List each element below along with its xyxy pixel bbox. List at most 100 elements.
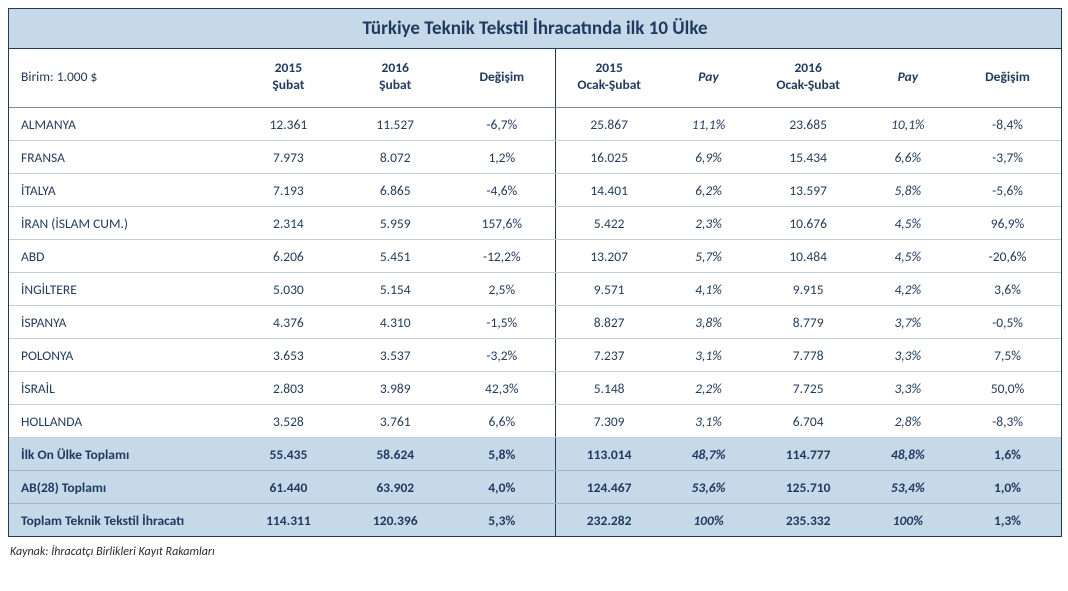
value-2015-ocak-subat: 124.467 — [555, 471, 662, 504]
value-2016-ocak-subat: 6.704 — [755, 405, 862, 438]
col-degisim-2: Değişim — [954, 49, 1061, 108]
value-2015-subat: 2.803 — [235, 372, 342, 405]
value-2015-subat: 7.973 — [235, 141, 342, 174]
table-row: İSPANYA4.3764.310-1,5%8.8273,8%8.7793,7%… — [9, 306, 1061, 339]
unit-label: Birim: 1.000 $ — [9, 49, 235, 108]
value-2015-subat: 3.528 — [235, 405, 342, 438]
value-2015-ocak-subat: 7.309 — [555, 405, 662, 438]
share-2015: 53,6% — [662, 471, 754, 504]
value-2015-subat: 61.440 — [235, 471, 342, 504]
value-2016-subat: 4.310 — [342, 306, 449, 339]
export-table: Türkiye Teknik Tekstil İhracatında ilk 1… — [9, 9, 1061, 536]
col-pay-2: Pay — [862, 49, 954, 108]
change-subat: -1,5% — [449, 306, 556, 339]
share-2016: 100% — [862, 504, 954, 537]
table-row: İlk On Ülke Toplamı55.43558.6245,8%113.0… — [9, 438, 1061, 471]
value-2015-subat: 12.361 — [235, 108, 342, 141]
share-2015: 3,1% — [662, 405, 754, 438]
change-ocak-subat: -20,6% — [954, 240, 1061, 273]
value-2015-ocak-subat: 9.571 — [555, 273, 662, 306]
value-2015-subat: 5.030 — [235, 273, 342, 306]
share-2016: 3,3% — [862, 339, 954, 372]
share-2015: 4,1% — [662, 273, 754, 306]
change-ocak-subat: 1,3% — [954, 504, 1061, 537]
change-subat: 157,6% — [449, 207, 556, 240]
table-title-row: Türkiye Teknik Tekstil İhracatında ilk 1… — [9, 9, 1061, 49]
value-2015-ocak-subat: 14.401 — [555, 174, 662, 207]
value-2015-subat: 7.193 — [235, 174, 342, 207]
change-subat: 1,2% — [449, 141, 556, 174]
country-cell: POLONYA — [9, 339, 235, 372]
value-2015-ocak-subat: 13.207 — [555, 240, 662, 273]
share-2016: 5,8% — [862, 174, 954, 207]
share-2015: 6,9% — [662, 141, 754, 174]
share-2015: 11,1% — [662, 108, 754, 141]
value-2016-ocak-subat: 7.725 — [755, 372, 862, 405]
change-ocak-subat: -5,6% — [954, 174, 1061, 207]
share-2015: 2,2% — [662, 372, 754, 405]
value-2015-subat: 2.314 — [235, 207, 342, 240]
table-row: İSRAİL2.8033.98942,3%5.1482,2%7.7253,3%5… — [9, 372, 1061, 405]
share-2016: 4,5% — [862, 207, 954, 240]
change-subat: -4,6% — [449, 174, 556, 207]
table-row: İTALYA7.1936.865-4,6%14.4016,2%13.5975,8… — [9, 174, 1061, 207]
table-row: ALMANYA12.36111.527-6,7%25.86711,1%23.68… — [9, 108, 1061, 141]
value-2016-subat: 120.396 — [342, 504, 449, 537]
value-2016-subat: 5.154 — [342, 273, 449, 306]
table-title: Türkiye Teknik Tekstil İhracatında ilk 1… — [9, 9, 1061, 49]
value-2015-ocak-subat: 5.422 — [555, 207, 662, 240]
value-2016-subat: 8.072 — [342, 141, 449, 174]
change-ocak-subat: 3,6% — [954, 273, 1061, 306]
source-note: Kaynak: İhracatçı Birlikleri Kayıt Rakam… — [8, 537, 1060, 561]
country-cell: ABD — [9, 240, 235, 273]
export-table-container: Türkiye Teknik Tekstil İhracatında ilk 1… — [8, 8, 1062, 537]
value-2016-subat: 3.537 — [342, 339, 449, 372]
share-2015: 5,7% — [662, 240, 754, 273]
country-cell: İlk On Ülke Toplamı — [9, 438, 235, 471]
value-2015-subat: 6.206 — [235, 240, 342, 273]
value-2016-ocak-subat: 125.710 — [755, 471, 862, 504]
share-2016: 4,2% — [862, 273, 954, 306]
table-row: İNGİLTERE5.0305.1542,5%9.5714,1%9.9154,2… — [9, 273, 1061, 306]
change-subat: 6,6% — [449, 405, 556, 438]
col-degisim-1: Değişim — [449, 49, 556, 108]
table-row: Toplam Teknik Tekstil İhracatı114.311120… — [9, 504, 1061, 537]
country-cell: Toplam Teknik Tekstil İhracatı — [9, 504, 235, 537]
value-2016-ocak-subat: 9.915 — [755, 273, 862, 306]
value-2016-subat: 58.624 — [342, 438, 449, 471]
share-2015: 3,8% — [662, 306, 754, 339]
change-ocak-subat: 50,0% — [954, 372, 1061, 405]
country-cell: İRAN (İSLAM CUM.) — [9, 207, 235, 240]
change-ocak-subat: -8,4% — [954, 108, 1061, 141]
table-row: AB(28) Toplamı61.44063.9024,0%124.46753,… — [9, 471, 1061, 504]
share-2015: 2,3% — [662, 207, 754, 240]
change-subat: 42,3% — [449, 372, 556, 405]
value-2016-subat: 5.451 — [342, 240, 449, 273]
change-ocak-subat: 1,0% — [954, 471, 1061, 504]
value-2016-ocak-subat: 23.685 — [755, 108, 862, 141]
change-ocak-subat: 7,5% — [954, 339, 1061, 372]
value-2016-ocak-subat: 8.779 — [755, 306, 862, 339]
value-2016-ocak-subat: 10.676 — [755, 207, 862, 240]
change-ocak-subat: -8,3% — [954, 405, 1061, 438]
country-cell: AB(28) Toplamı — [9, 471, 235, 504]
change-subat: 2,5% — [449, 273, 556, 306]
country-cell: FRANSA — [9, 141, 235, 174]
table-header-row: Birim: 1.000 $ 2015Şubat 2016Şubat Değiş… — [9, 49, 1061, 108]
country-cell: İNGİLTERE — [9, 273, 235, 306]
value-2016-subat: 11.527 — [342, 108, 449, 141]
table-row: POLONYA3.6533.537-3,2%7.2373,1%7.7783,3%… — [9, 339, 1061, 372]
share-2016: 6,6% — [862, 141, 954, 174]
value-2015-subat: 55.435 — [235, 438, 342, 471]
share-2016: 4,5% — [862, 240, 954, 273]
value-2015-ocak-subat: 25.867 — [555, 108, 662, 141]
value-2016-ocak-subat: 235.332 — [755, 504, 862, 537]
value-2015-ocak-subat: 5.148 — [555, 372, 662, 405]
change-ocak-subat: -3,7% — [954, 141, 1061, 174]
share-2016: 10,1% — [862, 108, 954, 141]
col-pay-1: Pay — [662, 49, 754, 108]
col-2015-subat: 2015Şubat — [235, 49, 342, 108]
value-2016-ocak-subat: 114.777 — [755, 438, 862, 471]
value-2015-ocak-subat: 16.025 — [555, 141, 662, 174]
col-2016-subat: 2016Şubat — [342, 49, 449, 108]
